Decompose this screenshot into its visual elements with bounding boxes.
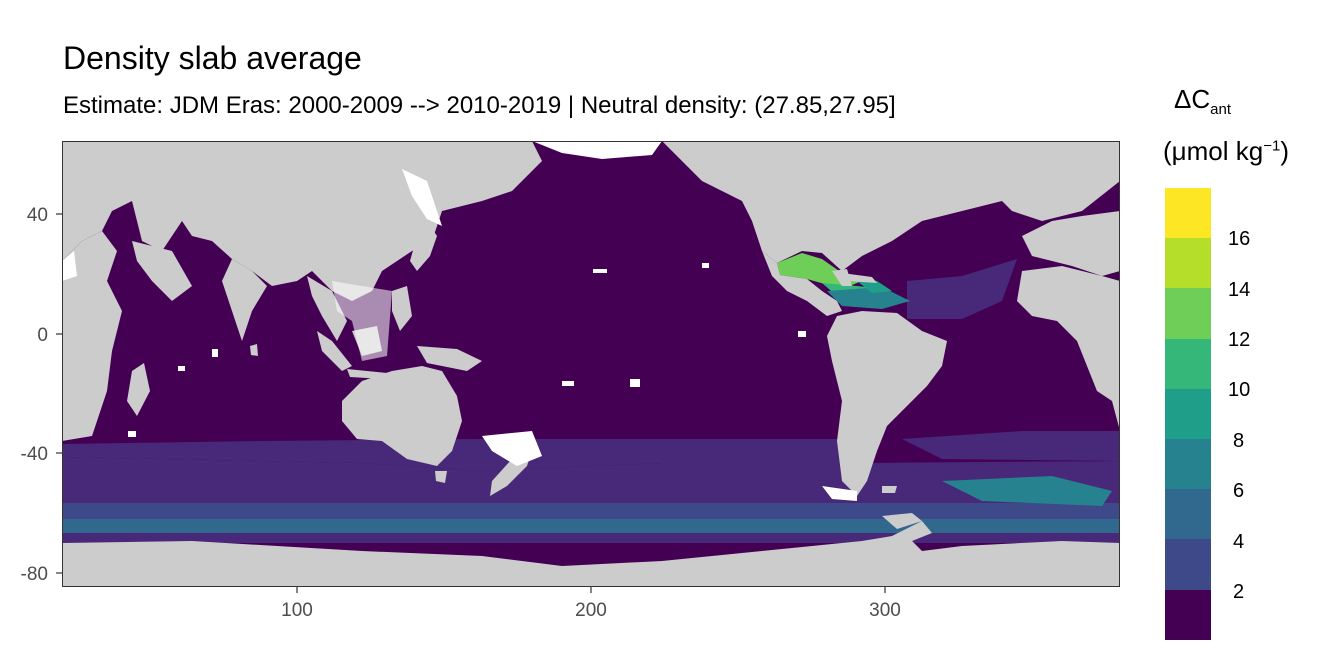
- x-tick-label: 200: [575, 600, 607, 621]
- cuba: [842, 273, 877, 283]
- arabia: [132, 241, 192, 301]
- antarctic-peninsula: [882, 513, 922, 529]
- legend-unit-sup: −1: [1263, 137, 1281, 155]
- legend-tick-label: 6: [1233, 480, 1245, 502]
- legend-swatch: [1165, 438, 1211, 490]
- legend-tick-label: 16: [1228, 228, 1251, 250]
- legend-subscript: ant: [1210, 101, 1232, 119]
- map-panel: [62, 141, 1120, 587]
- legend-tick-label: 4: [1233, 531, 1245, 553]
- central-america: [762, 251, 842, 316]
- legend-swatch: [1165, 388, 1211, 439]
- madagascar: [127, 363, 150, 416]
- japan: [410, 221, 437, 271]
- legend-tick-label: 10: [1228, 379, 1251, 401]
- legend-tick-label: 2: [1233, 581, 1245, 603]
- florida: [832, 269, 852, 286]
- legend-swatch: [1165, 589, 1211, 640]
- legend-tick-label: 12: [1228, 329, 1251, 351]
- europe: [1022, 211, 1120, 276]
- legend-symbol: ΔC: [1174, 84, 1211, 114]
- islands: [128, 263, 806, 437]
- x-axis: [296, 587, 886, 593]
- tasmania: [435, 471, 447, 483]
- greenland: [962, 141, 1120, 221]
- sumatra: [317, 331, 352, 371]
- atlantic-patch: [907, 259, 1017, 319]
- y-tick-label: -80: [21, 564, 48, 585]
- y-tick-label: 40: [27, 205, 48, 226]
- philippines: [392, 286, 412, 331]
- chart-title: Density slab average: [63, 40, 362, 76]
- legend-tick-label: 14: [1228, 279, 1251, 301]
- legend-unit-close: ): [1280, 136, 1289, 166]
- legend-colorbar: [1165, 188, 1211, 640]
- legend-unit-open: (μmol kg: [1163, 136, 1264, 166]
- australia: [342, 366, 462, 466]
- legend-swatch: [1165, 489, 1211, 540]
- x-tick-label: 100: [281, 600, 313, 621]
- falklands: [882, 486, 897, 493]
- india: [222, 259, 267, 341]
- southern-ocean-bands: [62, 431, 1120, 543]
- legend-title-unit: (μmol kg−1): [1163, 136, 1289, 167]
- antarctica: [62, 521, 1120, 587]
- indochina: [307, 276, 347, 341]
- plot-frame: [62, 141, 1120, 587]
- coast-gaps: [62, 141, 857, 501]
- legend-swatch: [1165, 338, 1211, 389]
- legend-tick-label: 8: [1233, 430, 1245, 452]
- x-tick-label: 300: [869, 600, 901, 621]
- legend-swatch: [1165, 288, 1211, 339]
- legend-swatch: [1165, 188, 1211, 239]
- y-tick-label: -40: [21, 444, 48, 465]
- chart-subtitle: Estimate: JDM Eras: 2000-2009 --> 2010-2…: [63, 92, 896, 119]
- south-america: [827, 311, 947, 496]
- new-guinea: [417, 346, 482, 371]
- y-tick-label: 0: [37, 325, 48, 346]
- legend-swatch: [1165, 238, 1211, 289]
- africa-east: [1017, 266, 1120, 431]
- sri-lanka: [250, 344, 258, 356]
- legend-title-symbol: ΔCant: [1174, 84, 1294, 118]
- africa-west: [62, 231, 122, 441]
- legend-swatch: [1165, 539, 1211, 590]
- map-plot: [62, 141, 1120, 587]
